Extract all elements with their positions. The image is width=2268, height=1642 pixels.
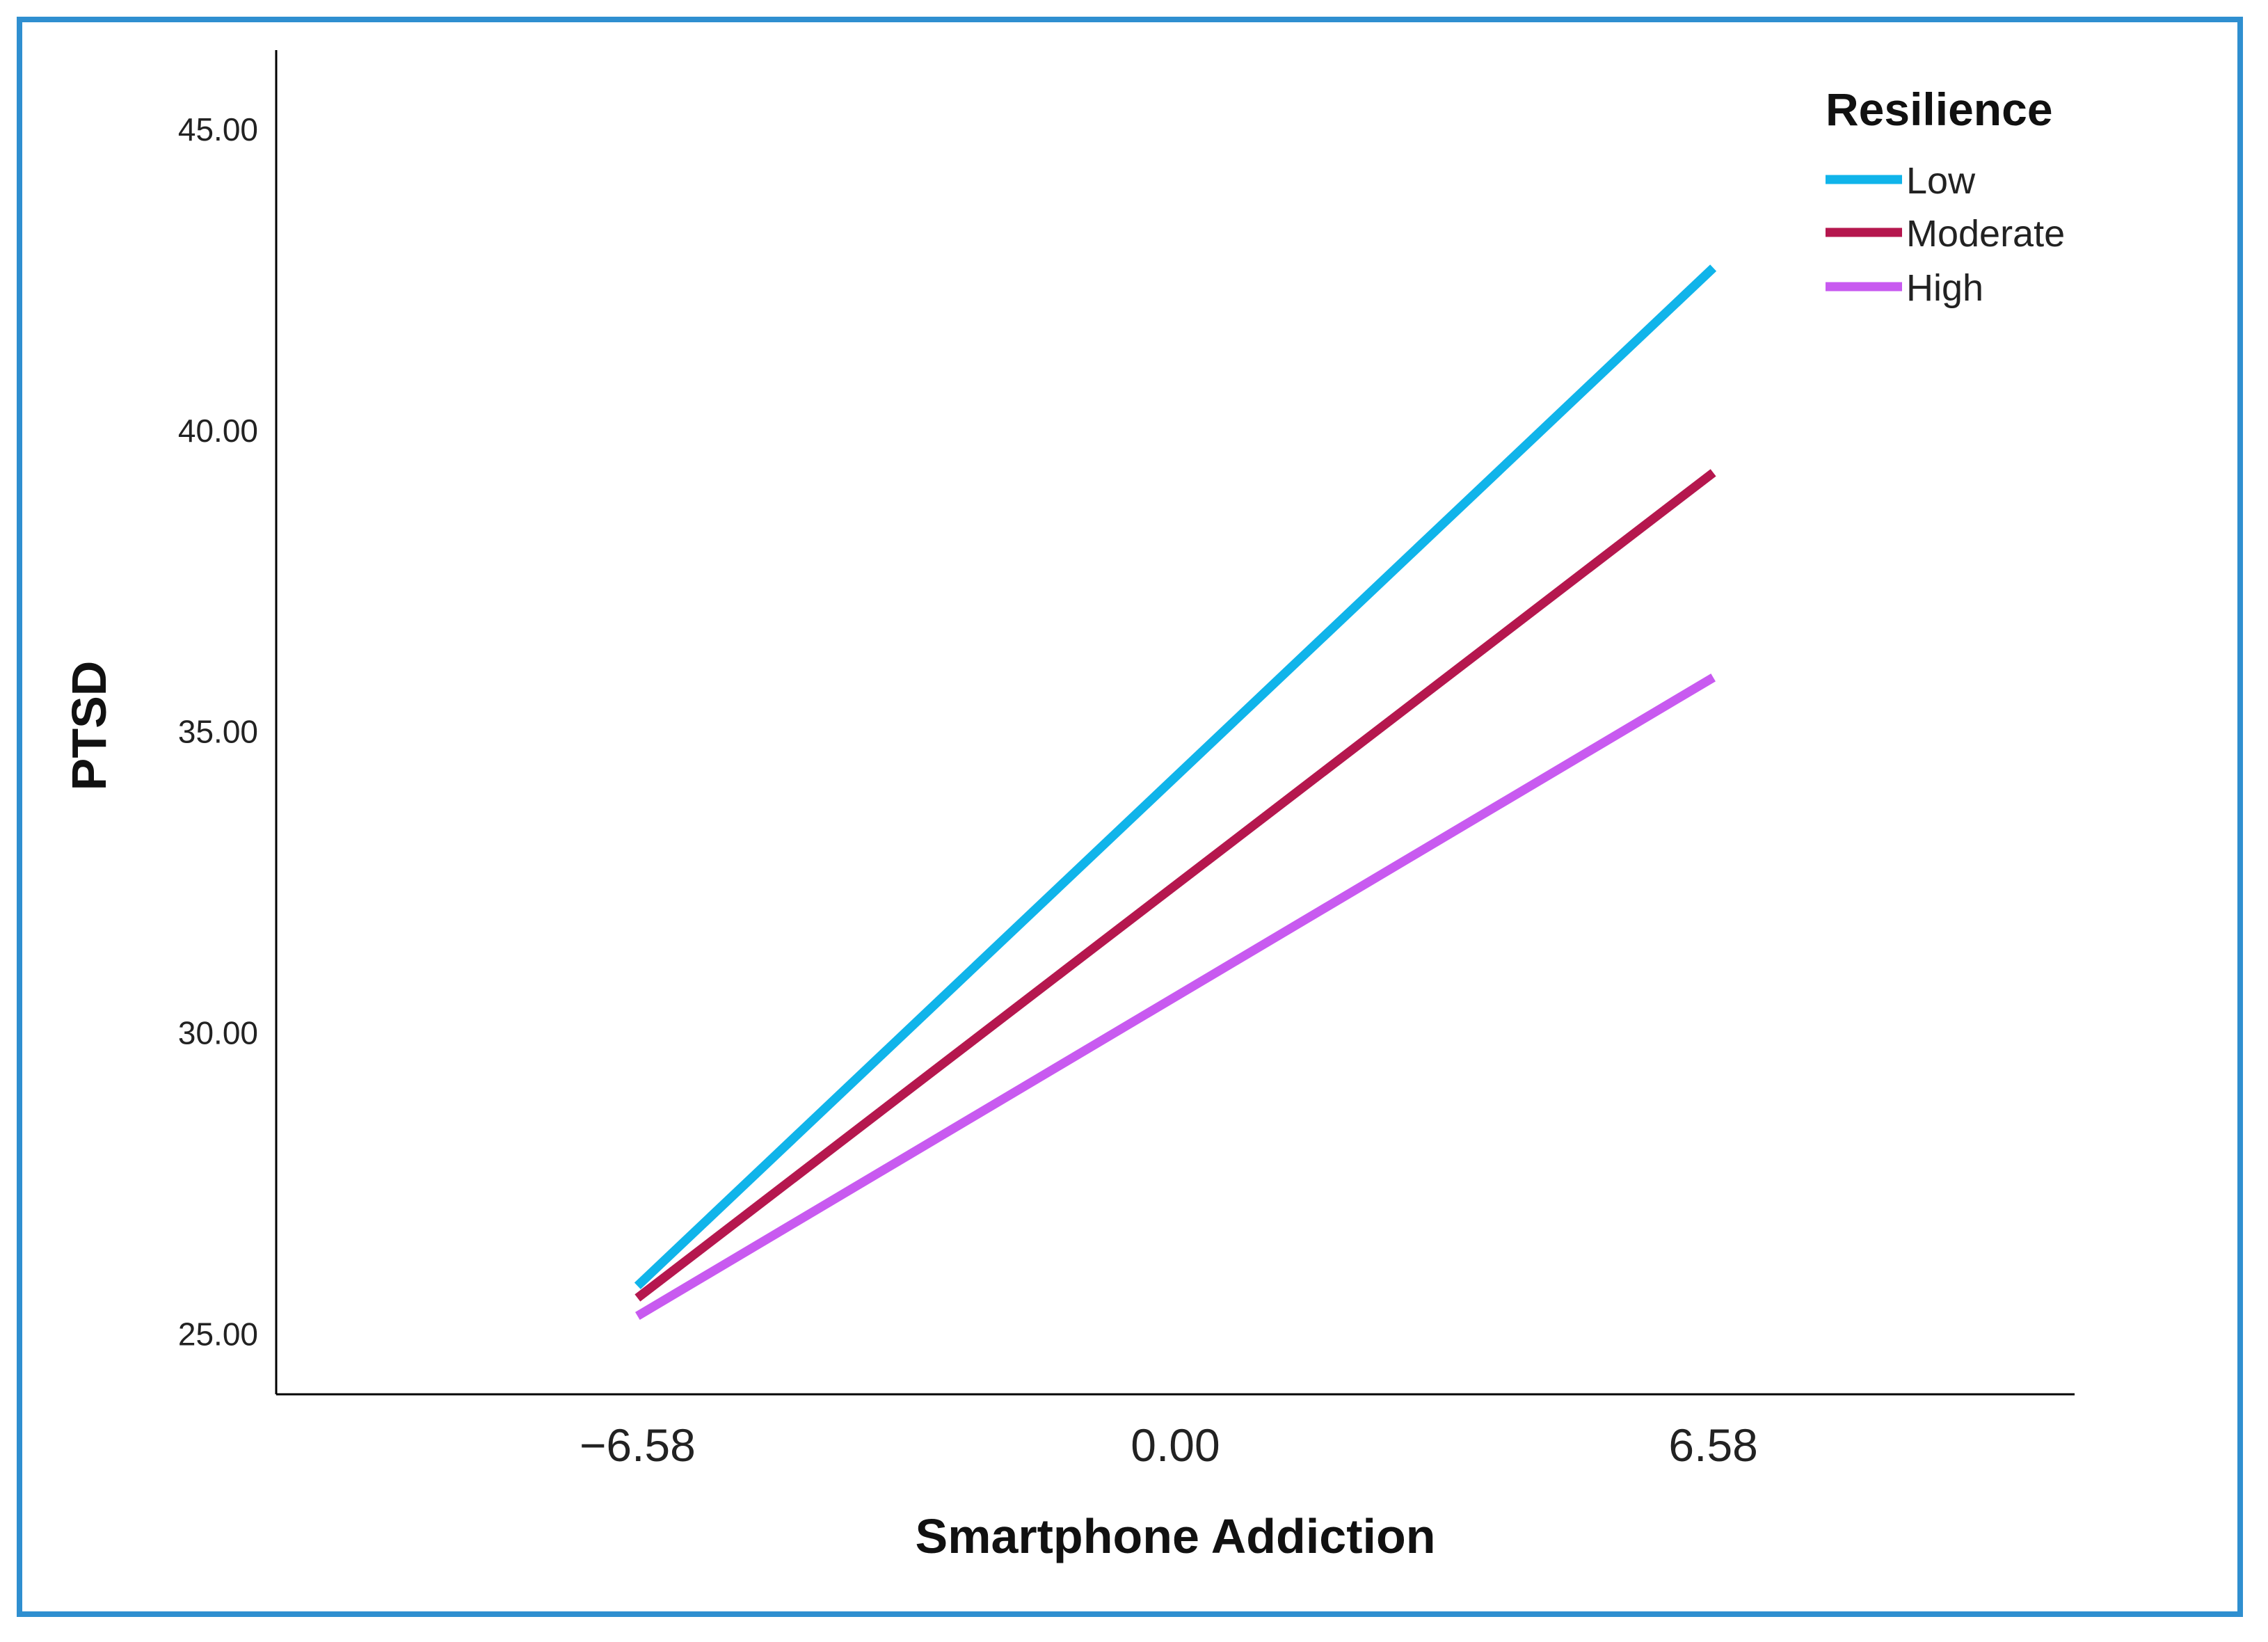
legend-title: Resilience [1826, 83, 2053, 135]
x-tick-label: −6.58 [580, 1419, 696, 1471]
legend-items: Low Moderate High [1826, 160, 2065, 309]
legend: Resilience Low Moderate High [1826, 83, 2065, 309]
y-tick-label: 35.00 [178, 714, 258, 750]
axes [275, 50, 2075, 1396]
x-axis-title: Smartphone Addiction [916, 1509, 1436, 1563]
x-tick-label: 0.00 [1131, 1419, 1220, 1471]
series-line-high [635, 673, 1716, 1321]
y-tick-label: 40.00 [178, 413, 258, 449]
legend-label-low: Low [1906, 160, 1976, 202]
y-tick-label: 45.00 [178, 111, 258, 148]
y-tick-label: 30.00 [178, 1015, 258, 1051]
legend-label-moderate: Moderate [1906, 213, 2065, 255]
series-line-low [634, 264, 1717, 1289]
y-axis-title: PTSD [62, 661, 116, 791]
chart-frame: 25.00 30.00 35.00 40.00 45.00 −6.58 0.00 6.58 … [17, 17, 2243, 1617]
x-tick-label: 6.58 [1668, 1419, 1757, 1471]
series-line-moderate [634, 469, 1716, 1302]
x-axis-ticks: −6.58 0.00 6.58 [580, 1419, 1758, 1471]
y-axis-ticks: 25.00 30.00 35.00 40.00 45.00 [178, 111, 258, 1353]
y-tick-label: 25.00 [178, 1316, 258, 1352]
series-lines [634, 264, 1717, 1321]
legend-label-high: High [1906, 267, 1983, 309]
